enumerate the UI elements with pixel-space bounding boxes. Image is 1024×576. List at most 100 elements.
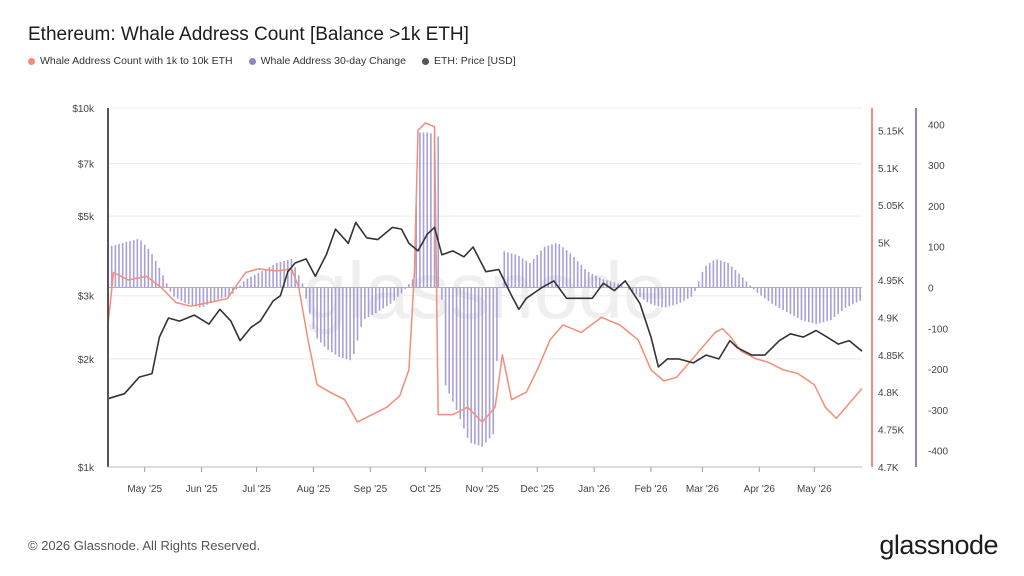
change-bar — [250, 276, 252, 288]
legend-item-price[interactable]: ETH: Price [USD] — [421, 55, 516, 67]
change-bar — [305, 287, 307, 299]
y-count-tick-label: 4.8K — [878, 388, 899, 399]
change-bar — [785, 287, 788, 312]
change-bar — [334, 287, 337, 355]
change-bar — [162, 275, 164, 288]
change-bar — [749, 285, 751, 288]
change-bar — [771, 287, 773, 304]
change-bar — [686, 287, 689, 299]
change-bar — [474, 287, 476, 445]
change-bar — [562, 247, 564, 288]
legend-label-count: Whale Address Count with 1k to 10k ETH — [40, 55, 233, 67]
change-bar — [518, 256, 520, 288]
change-bar — [430, 133, 432, 288]
change-bar — [573, 256, 575, 288]
change-bar — [316, 287, 318, 339]
change-bar — [679, 287, 682, 303]
change-bar — [382, 287, 384, 309]
change-bar — [844, 287, 847, 308]
change-bar — [481, 287, 484, 447]
change-bar — [459, 287, 462, 420]
change-bar — [547, 245, 550, 288]
y-left-tick-label: $7k — [78, 160, 95, 171]
change-bar — [364, 287, 366, 320]
change-bar — [587, 272, 590, 288]
change-bar — [697, 281, 700, 288]
change-bar — [415, 205, 418, 288]
change-bar — [275, 263, 278, 288]
change-bar — [565, 250, 568, 288]
change-bar — [859, 287, 861, 301]
change-bar — [173, 287, 175, 297]
change-bar — [397, 287, 399, 297]
change-bar — [738, 273, 740, 288]
y-left-tick-label: $10k — [72, 104, 95, 115]
change-bar — [125, 242, 128, 288]
y-count-tick-label: 5.05K — [878, 201, 904, 212]
change-bar — [408, 284, 410, 288]
change-bar — [129, 241, 131, 288]
change-bar — [657, 287, 660, 307]
change-bar — [290, 258, 293, 288]
legend-item-count[interactable]: Whale Address Count with 1k to 10k ETH — [28, 55, 233, 67]
change-bar — [426, 132, 429, 288]
change-bar — [349, 287, 351, 361]
change-bar — [176, 287, 179, 299]
x-tick-label: Aug '25 — [297, 484, 331, 495]
change-bar — [683, 287, 685, 301]
y-change-tick-label: -300 — [928, 406, 948, 417]
change-bar — [822, 287, 825, 323]
change-bar — [257, 272, 260, 288]
change-bar — [165, 283, 168, 288]
change-bar — [694, 287, 696, 291]
change-bar — [488, 287, 491, 439]
legend-label-change: Whale Address 30-day Change — [260, 55, 406, 67]
change-bar — [609, 281, 612, 288]
change-bar — [136, 239, 139, 288]
change-bar — [719, 260, 722, 288]
glassnode-logo: glassnode — [879, 530, 998, 560]
change-bar — [756, 287, 759, 293]
count-series-line — [107, 122, 863, 423]
change-bar — [793, 287, 795, 317]
legend-item-change[interactable]: Whale Address 30-day Change — [248, 55, 406, 67]
change-bar — [668, 287, 671, 307]
change-bar — [466, 287, 469, 438]
change-bar — [800, 287, 803, 321]
change-bar — [235, 287, 238, 290]
change-bar — [837, 287, 839, 315]
change-bar — [224, 287, 227, 298]
change-bar — [375, 287, 377, 313]
y-left-tick-label: $1k — [78, 463, 95, 474]
y-change-tick-label: 300 — [928, 161, 945, 172]
x-tick-label: Oct '25 — [410, 484, 442, 495]
change-bar — [763, 287, 766, 299]
legend-dot-change — [248, 57, 256, 65]
x-tick-label: Dec '25 — [520, 484, 554, 495]
change-bar — [187, 287, 190, 305]
change-bar — [393, 287, 395, 301]
change-bar — [338, 287, 340, 357]
y-count-tick-label: 4.7K — [878, 463, 899, 474]
y-count-tick-label: 4.85K — [878, 351, 904, 362]
change-bar — [554, 243, 557, 288]
change-bar — [529, 263, 531, 288]
change-bar — [404, 287, 406, 290]
change-bar — [312, 287, 315, 329]
change-bar — [815, 287, 817, 325]
change-bar — [782, 287, 784, 310]
legend-dot-price — [421, 57, 429, 65]
change-bar — [580, 265, 583, 288]
x-tick-label: May '26 — [797, 484, 832, 495]
x-tick-label: Jul '25 — [242, 484, 271, 495]
change-bar — [437, 136, 440, 288]
change-bar — [118, 243, 120, 288]
y-count-tick-label: 4.9K — [878, 313, 899, 324]
change-bar — [521, 258, 524, 288]
change-bar — [213, 287, 216, 301]
change-bar — [496, 287, 498, 361]
x-tick-label: May '25 — [127, 484, 162, 495]
change-bar — [661, 287, 663, 308]
change-bar — [132, 240, 135, 288]
change-bar — [540, 250, 542, 288]
